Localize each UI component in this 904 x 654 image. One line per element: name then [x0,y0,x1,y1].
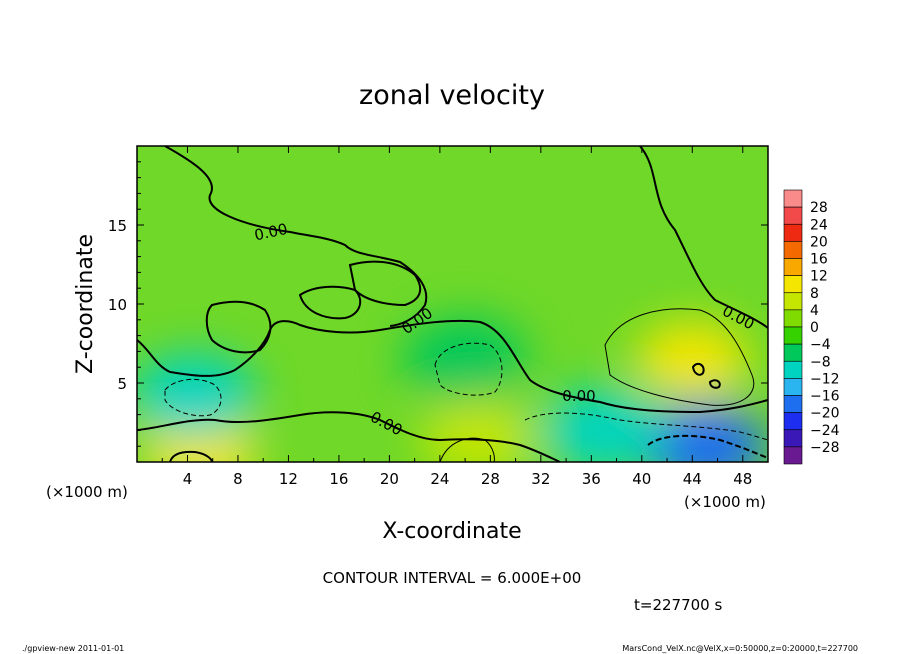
positive-anomaly [635,321,750,398]
colorbar-segment [783,309,803,328]
time-text: t=227700 s [634,596,722,614]
colorbar-segment [783,446,803,465]
zero-contour-patch [298,285,362,320]
zero-contour-patch [348,260,422,307]
colorbar-label: 28 [810,200,828,216]
colorbar-label: 16 [810,252,828,268]
x-tick-label: 16 [329,470,348,488]
colorbar-label: −12 [810,371,840,387]
y-tick-label: 15 [108,217,127,235]
colorbar-segment [783,206,803,225]
negative-anomaly [402,317,529,402]
x-tick-label: 48 [733,470,752,488]
negative-contour [164,378,222,417]
x-tick-label: 40 [632,470,651,488]
colorbar-segment [783,258,803,276]
x-tick-label: 20 [380,470,399,488]
zero-contour-upper [164,146,768,329]
y-tick-label: 5 [117,375,127,393]
x-unit-left: (×1000 m) [46,483,128,501]
colorbar-label: −16 [810,389,840,405]
x-axis: 4 8 12 16 20 24 28 32 36 40 44 48 [161,146,752,488]
x-tick-label: 8 [233,470,243,488]
colorbar-segment [783,360,803,379]
field-shading [137,317,768,462]
colorbar-label: −20 [810,406,840,422]
colorbar-segment [783,395,803,413]
colorbar-label: −28 [810,440,840,456]
colorbar-label: 0 [810,320,819,336]
colorbar-segment [783,343,803,362]
x-tick-label: 12 [279,470,298,488]
y-axis-label: Z-coordinate [73,234,98,374]
zero-contour-island [205,300,272,354]
chart-title: zonal velocity [359,80,545,111]
positive-contour [439,437,495,462]
colorbar-segment [783,292,803,311]
colorbar-label: −24 [810,423,840,439]
negative-contour [434,342,503,396]
x-unit-right: (×1000 m) [684,493,766,511]
contour-lines [137,146,768,462]
colorbar-segment [783,223,803,242]
zero-contour-middle [137,319,768,414]
plot-area: 0.000.00 0.000.000.00 [137,146,768,462]
colorbar-segment [783,378,803,396]
negative-anomaly [540,388,667,462]
footer-right: MarsCond_VelX.nc@VelX,x=0:50000,z=0:2000… [622,644,858,653]
colorbar-segment [783,241,803,259]
positive-anomaly [420,400,535,462]
colorbar-label: −4 [810,337,831,353]
negative-contour [524,412,768,441]
x-tick-label: 32 [531,470,550,488]
positive-contour [708,379,721,389]
colorbar-label: 24 [810,217,828,233]
negative-anomaly [137,353,257,438]
x-tick-label: 44 [683,470,702,488]
negative-anomaly [641,404,768,462]
x-tick-label: 24 [430,470,449,488]
zero-contour-lower [137,411,561,462]
colorbar-segment [783,326,803,345]
x-tick-label: 4 [183,470,193,488]
colorbar-label: −8 [810,354,831,370]
colorbar-segment [783,429,803,448]
x-axis-label: X-coordinate [382,519,521,544]
negative-contour [647,434,768,459]
positive-contour [169,450,213,462]
colorbar-segment [783,189,803,208]
contour-label-group: 0.000.00 0.000.000.00 [253,220,758,440]
x-tick-label: 36 [582,470,601,488]
footer-left: ./gpview-new 2011-01-01 [22,644,124,653]
contour-label: 0.00 [562,387,595,405]
colorbar-segment [783,275,803,294]
y-tick-label: 10 [108,296,127,314]
positive-contour [604,308,755,406]
colorbar-segment [783,412,803,431]
x-tick-label: 28 [481,470,500,488]
colorbar-label: 12 [810,269,828,285]
contour-interval-text: CONTOUR INTERVAL = 6.000E+00 [323,569,582,587]
positive-contour [691,362,705,376]
y-axis: 5 10 15 [108,161,768,447]
colorbar-label: 8 [810,286,819,302]
colorbar-label: 20 [810,234,828,250]
colorbar-label: 4 [810,303,819,319]
